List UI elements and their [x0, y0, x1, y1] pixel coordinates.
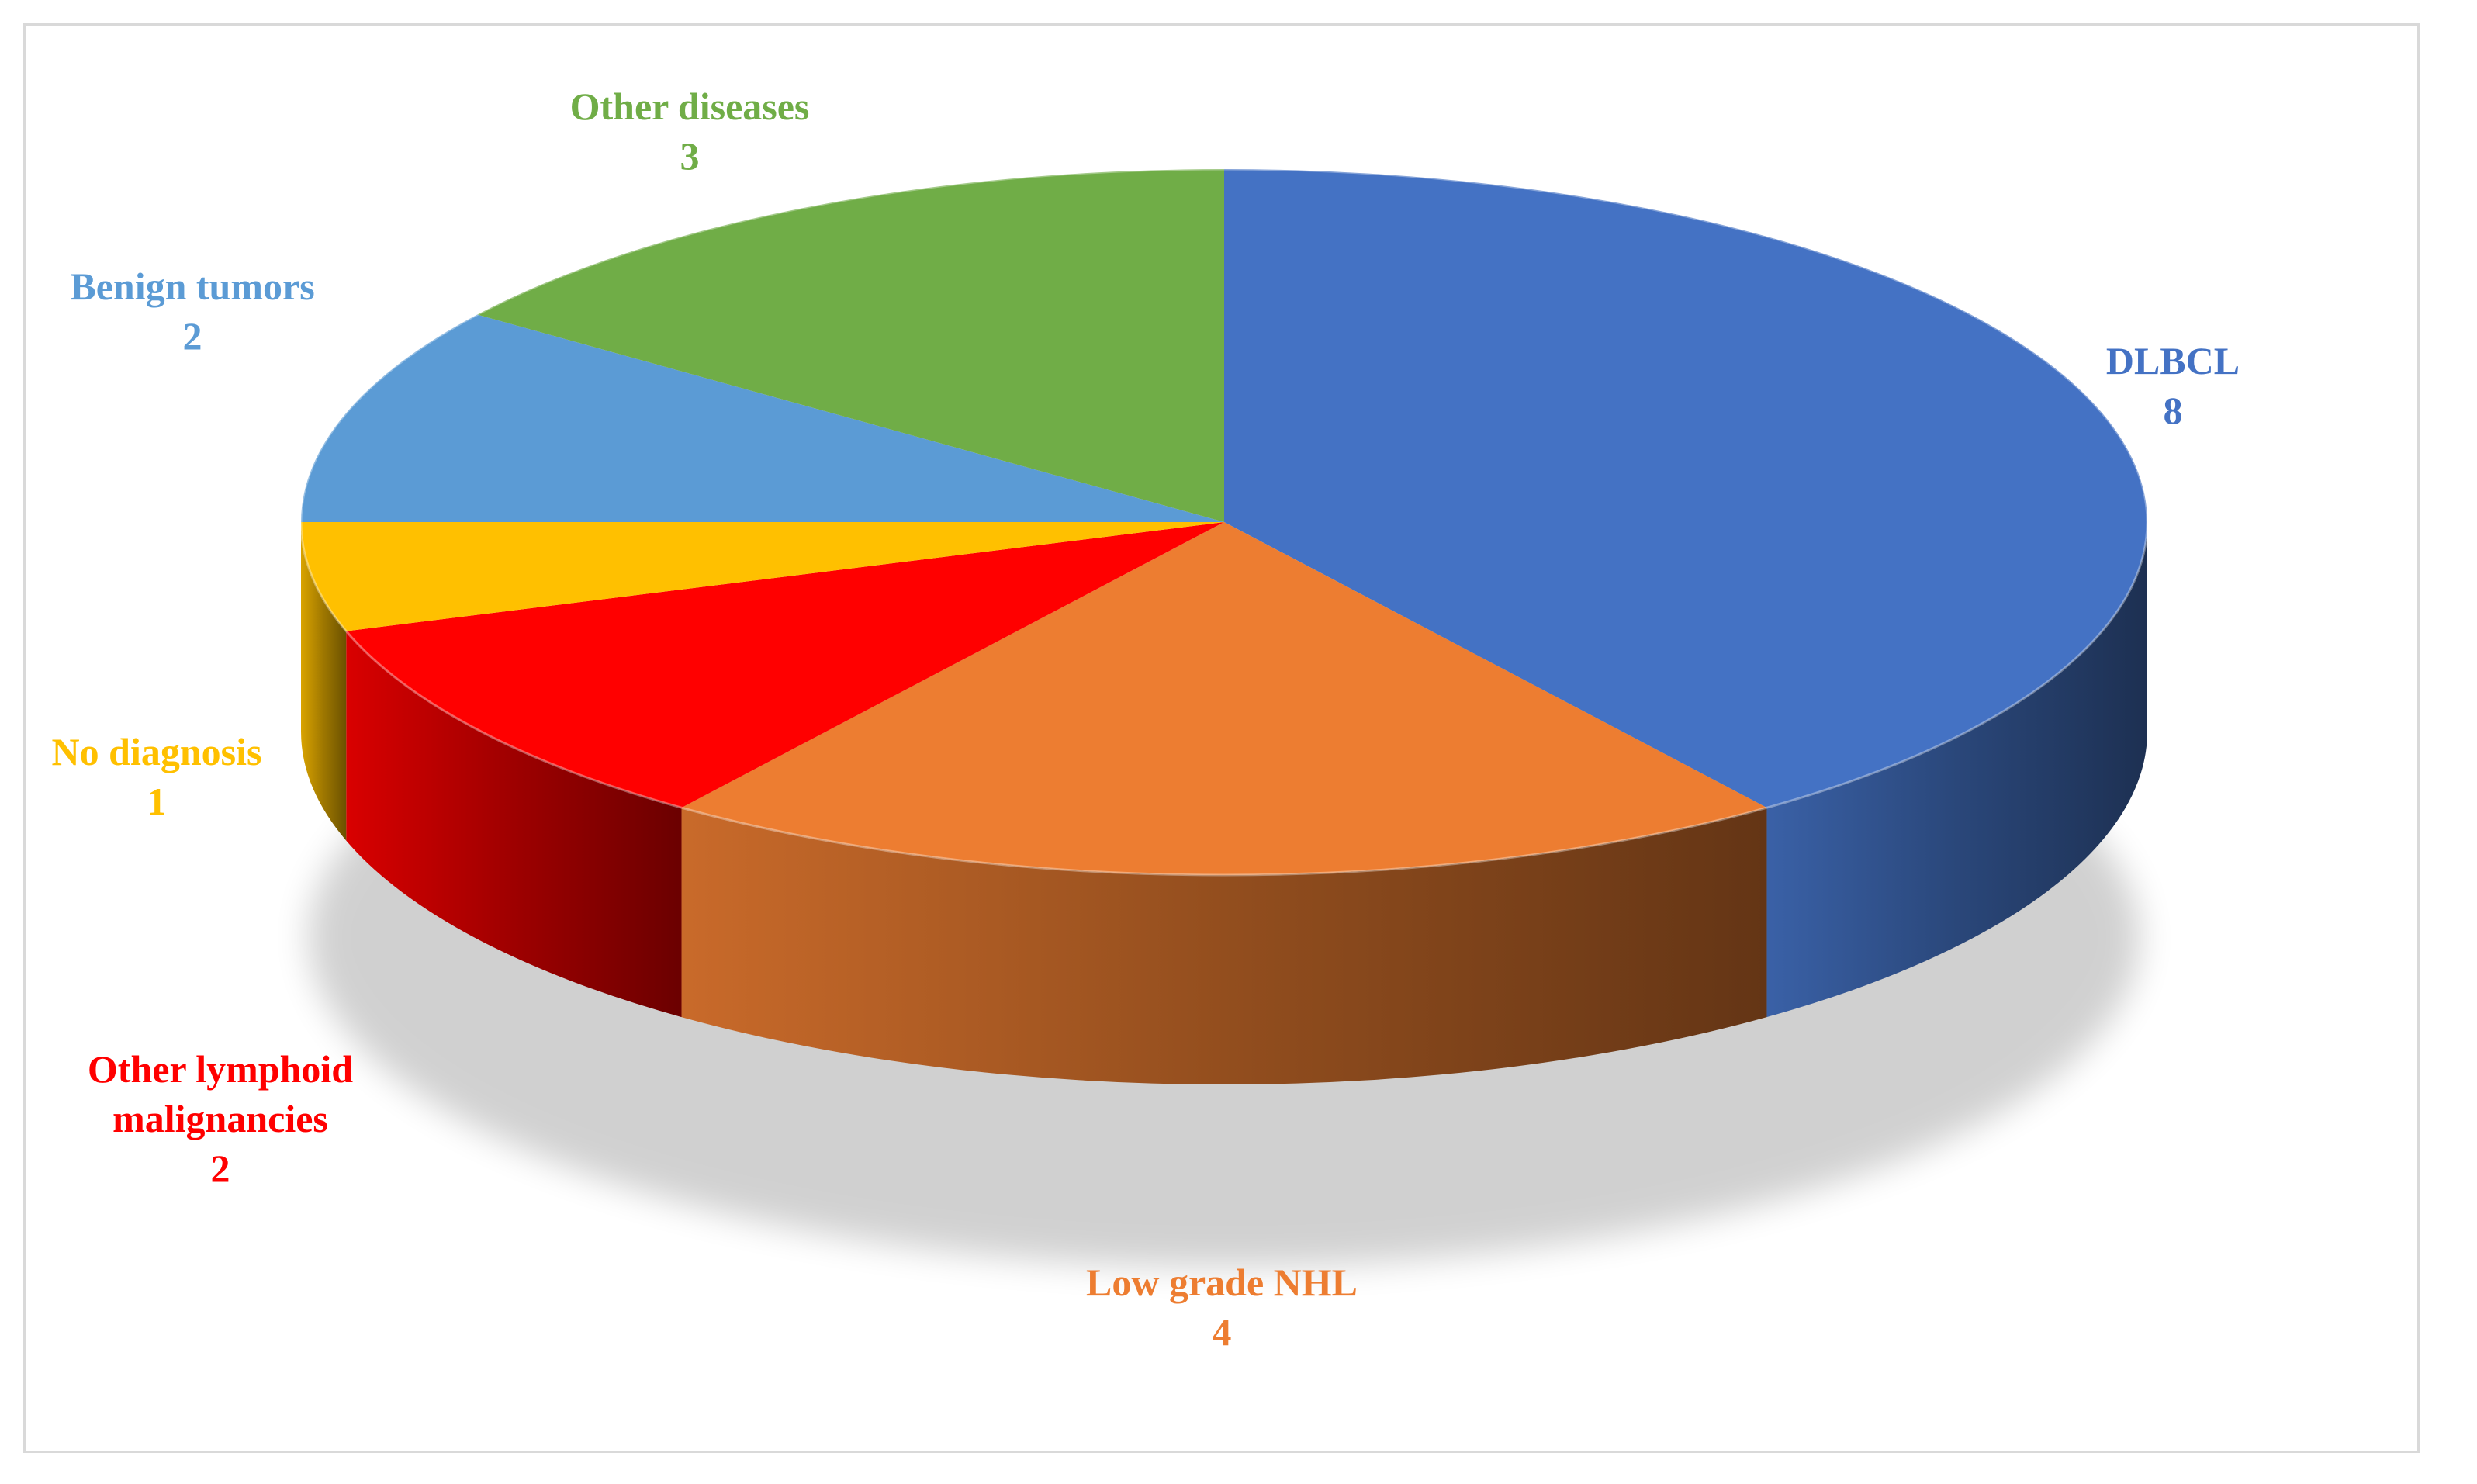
slice-label-other-lymphoid-value: 2 — [210, 1147, 230, 1190]
pie-slice-other-lymphoid-malignancies — [346, 522, 1225, 808]
pie-slice-low-grade-nhl — [681, 522, 1767, 875]
slice-label-benign-tumors: Benign tumors 2 — [70, 261, 314, 361]
slice-label-low-grade-nhl-name: Low grade NHL — [1086, 1261, 1358, 1304]
chart-frame: DLBCL 8 Low grade NHL 4 Other lymphoid m… — [23, 23, 2420, 1453]
slice-label-other-diseases-name: Other diseases — [569, 85, 810, 128]
pie-side-low-grade-nhl — [681, 808, 1767, 1085]
pie-tops — [299, 168, 2149, 877]
pie-slice-benign-tumors — [301, 314, 1224, 522]
slice-label-dlbcl-name: DLBCL — [2105, 339, 2240, 382]
pie-sides — [301, 522, 2147, 1085]
slice-label-low-grade-nhl-value: 4 — [1212, 1310, 1232, 1354]
slice-label-dlbcl: DLBCL 8 — [2106, 336, 2240, 435]
pie-side-no-diagnosis — [301, 522, 347, 841]
slice-label-no-diagnosis: No diagnosis 1 — [52, 727, 262, 826]
slice-label-other-diseases-value: 3 — [680, 134, 700, 178]
pie-slice-other-diseases — [477, 169, 1224, 522]
slice-label-no-diagnosis-value: 1 — [147, 780, 167, 823]
pie-rim — [299, 168, 2149, 877]
slice-label-low-grade-nhl: Low grade NHL 4 — [1086, 1257, 1358, 1357]
pie-slice-no-diagnosis — [301, 522, 1224, 631]
pie-side-dlbcl — [1766, 522, 2147, 1018]
slice-label-other-lymphoid-name-2: malignancies — [112, 1097, 328, 1140]
slice-label-benign-tumors-name: Benign tumors — [70, 265, 315, 308]
slice-label-other-lymphoid: Other lymphoid malignancies 2 — [88, 1044, 353, 1193]
slice-label-other-diseases: Other diseases 3 — [570, 81, 810, 181]
slice-label-benign-tumors-value: 2 — [182, 314, 202, 358]
slice-label-other-lymphoid-name-1: Other lymphoid — [87, 1047, 354, 1091]
pie-chart — [299, 168, 2149, 1267]
slice-label-no-diagnosis-name: No diagnosis — [51, 730, 262, 773]
slice-label-dlbcl-value: 8 — [2163, 389, 2183, 432]
pie-side-other-lymphoid-malignancies — [346, 631, 682, 1018]
pie-slice-dlbcl — [1224, 169, 2148, 808]
